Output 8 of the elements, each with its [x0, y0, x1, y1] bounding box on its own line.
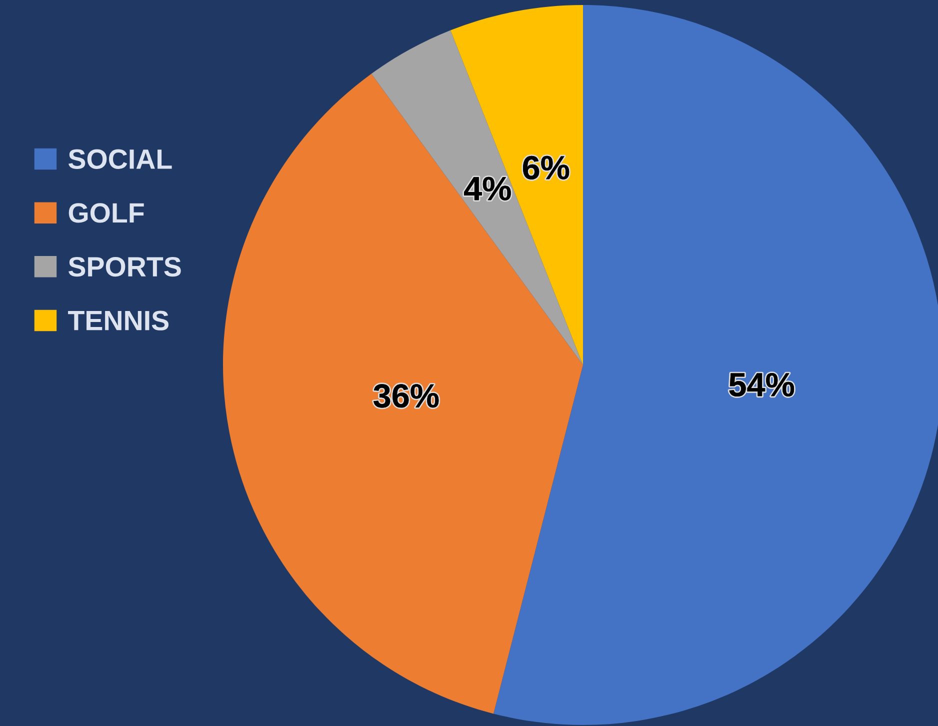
- legend-label: SPORTS: [68, 256, 181, 277]
- legend-label: SOCIAL: [68, 149, 172, 169]
- data-label: 36%: [374, 384, 439, 408]
- data-label: 54%: [729, 372, 794, 397]
- data-label: 6%: [523, 156, 570, 180]
- legend-label: TENNIS: [68, 310, 168, 330]
- data-label: 4%: [464, 176, 511, 200]
- legend-label: GOLF: [68, 203, 144, 223]
